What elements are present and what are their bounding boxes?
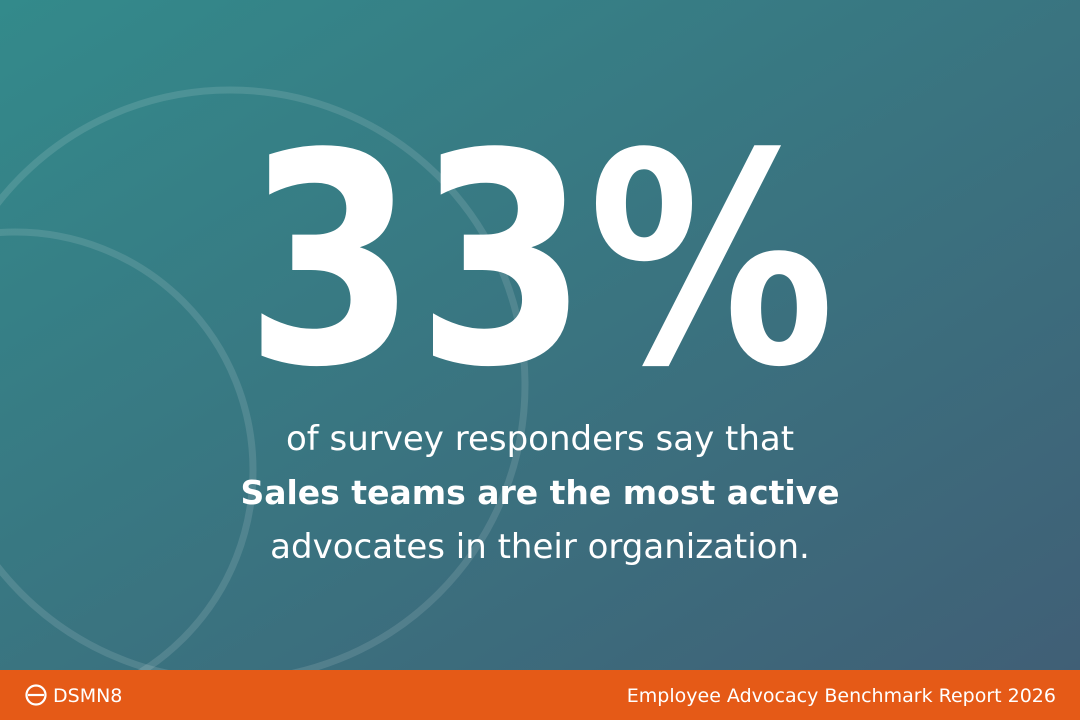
brand: DSMN8 — [53, 685, 122, 707]
body-line: advocates in their organization. — [270, 527, 810, 567]
footer-bar — [0, 670, 1080, 720]
decor-circle — [0, 228, 257, 670]
body-line: of survey responders say that — [286, 419, 794, 459]
body-line-bold: Sales teams are the most active — [240, 473, 839, 512]
decor-circle — [0, 86, 529, 670]
report-title: Employee Advocacy Benchmark Report 2026 — [627, 685, 1056, 707]
decor-circles — [0, 86, 529, 670]
background — [0, 0, 1080, 670]
stat: 33% — [245, 91, 835, 431]
logo-icon — [25, 684, 47, 706]
